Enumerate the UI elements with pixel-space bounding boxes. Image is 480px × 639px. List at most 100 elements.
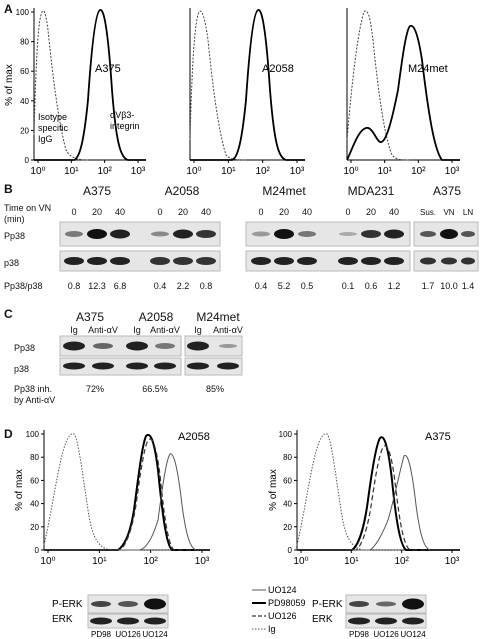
- ratio-value: 10.0: [440, 281, 458, 291]
- uo124-curve-a2058: [44, 453, 210, 551]
- x-tick-label: 10¹: [64, 166, 79, 177]
- ratio-value: 1.4: [461, 281, 475, 291]
- band: [118, 601, 138, 607]
- x-tick-label: 10¹: [92, 556, 107, 567]
- blot-lane-uo126: UO126: [373, 630, 399, 639]
- y-tick-label: 40: [20, 97, 29, 106]
- uo126-curve-a2058: [44, 438, 210, 551]
- isotype-label-line-2: specific: [38, 123, 69, 133]
- y-tick-label: 20: [30, 523, 39, 532]
- band: [126, 341, 148, 351]
- lane-label-anti-av: Anti-αV: [88, 325, 118, 335]
- lane-label: 40: [200, 207, 212, 217]
- ratio-value: 1.2: [387, 281, 401, 291]
- time-label-line-1: Time on VN: [4, 203, 52, 213]
- band: [252, 231, 270, 237]
- band: [274, 257, 294, 265]
- blot-row-p-erk: P-ERK: [52, 599, 83, 610]
- pd98059-curve-a2058: [44, 434, 210, 551]
- erk-blot-right: P-ERK ERK PD98 UO126 UO124: [312, 594, 427, 639]
- ig-curve-a2058: [43, 433, 210, 551]
- blot-b-group-a375-substrate: A375: [432, 184, 462, 198]
- lane-label: 20: [91, 207, 103, 217]
- lane-label: 40: [301, 207, 313, 217]
- x-tick-label: 10²: [143, 556, 158, 567]
- band: [461, 257, 475, 265]
- lane-label: 0: [157, 207, 163, 217]
- band: [92, 362, 114, 370]
- x-tick-label: 10³: [445, 556, 460, 567]
- panel-letter-d: D: [4, 427, 13, 441]
- histogram-plot-d-a2058: A2058 10⁰ 10¹ 10² 10³: [40, 430, 210, 567]
- y-tick-label: 80: [283, 453, 292, 462]
- band: [173, 257, 193, 265]
- lane-label: 0: [71, 207, 77, 217]
- band: [90, 617, 112, 625]
- band: [87, 229, 107, 239]
- band: [150, 257, 170, 265]
- x-tick-label: 10³: [290, 166, 305, 177]
- band: [402, 617, 424, 625]
- blot-b-group-m24met: M24met: [262, 184, 306, 198]
- lane-label: 20: [278, 207, 290, 217]
- x-tick-label: 10¹: [221, 166, 236, 177]
- x-tick-label: 10⁰: [40, 556, 55, 567]
- band: [151, 231, 169, 237]
- plot-a375-xticks: 10⁰ 10¹ 10² 10³: [30, 160, 146, 177]
- x-tick-label: 10⁰: [186, 166, 201, 177]
- band: [64, 257, 84, 265]
- x-tick-label: 10²: [255, 166, 270, 177]
- ratio-value: 6.8: [113, 281, 127, 291]
- panel-d-ylabel-right: % of max: [268, 469, 279, 511]
- y-tick-label: 60: [283, 476, 292, 485]
- band: [144, 598, 166, 610]
- isotype-curve-a375: [33, 10, 89, 161]
- blot-lane-uo124: UO124: [142, 630, 168, 639]
- ig-curve-a375: [296, 433, 460, 551]
- blot-strip-c-p38-1: [59, 357, 182, 376]
- blot-c-cell-a375: A375: [75, 310, 105, 324]
- band: [361, 257, 381, 265]
- band: [126, 362, 148, 370]
- inh-label-line-1: Pp38 inh.: [14, 384, 53, 394]
- band: [251, 257, 271, 265]
- lane-label: 0: [258, 207, 264, 217]
- x-tick-label: 10¹: [344, 556, 359, 567]
- inhibition-a375: 72%: [85, 384, 105, 394]
- blot-lane-uo124: UO124: [400, 630, 426, 639]
- panel-a-figure: % of max 0 20 40 60 80 100 A375 Isotype speci…: [4, 8, 460, 177]
- lane-label: 20: [177, 207, 189, 217]
- panel-letter-c: C: [4, 307, 13, 321]
- blot-b-group-a2058: A2058: [164, 184, 200, 198]
- lane-label: 40: [388, 207, 400, 217]
- panel-d-legend: UO124 PD98059 UO126 Ig: [252, 585, 306, 634]
- x-tick-label: 10³: [131, 166, 146, 177]
- band: [461, 231, 475, 237]
- panel-letter-b: B: [4, 182, 13, 196]
- y-tick-label: 60: [20, 67, 29, 76]
- plot-d-a375-xticks: 10⁰ 10¹ 10² 10³: [293, 550, 460, 567]
- band: [338, 257, 358, 265]
- panel-letter-a: A: [4, 2, 13, 16]
- isotype-label-line-1: Isotype: [38, 112, 67, 122]
- cell-label-d-a2058: A2058: [178, 431, 210, 443]
- lane-label: Sus.: [419, 208, 437, 217]
- legend-label-uo126: UO126: [268, 611, 297, 621]
- band: [440, 229, 458, 239]
- band: [384, 257, 404, 265]
- blot-c-row-pp38: Pp38: [14, 343, 36, 353]
- x-tick-label: 10²: [394, 556, 409, 567]
- lane-label-ig: Ig: [70, 325, 78, 335]
- blot-row-erk: ERK: [312, 614, 333, 625]
- blot-strip-p38-2: [245, 250, 411, 272]
- band: [87, 257, 107, 265]
- band: [187, 362, 209, 370]
- band: [361, 230, 381, 238]
- x-tick-label: 10²: [97, 166, 112, 177]
- inhibition-a2058: 66.5%: [142, 384, 168, 394]
- lane-label-ig: Ig: [194, 325, 202, 335]
- band: [297, 257, 317, 265]
- band: [91, 601, 111, 607]
- band: [376, 601, 396, 607]
